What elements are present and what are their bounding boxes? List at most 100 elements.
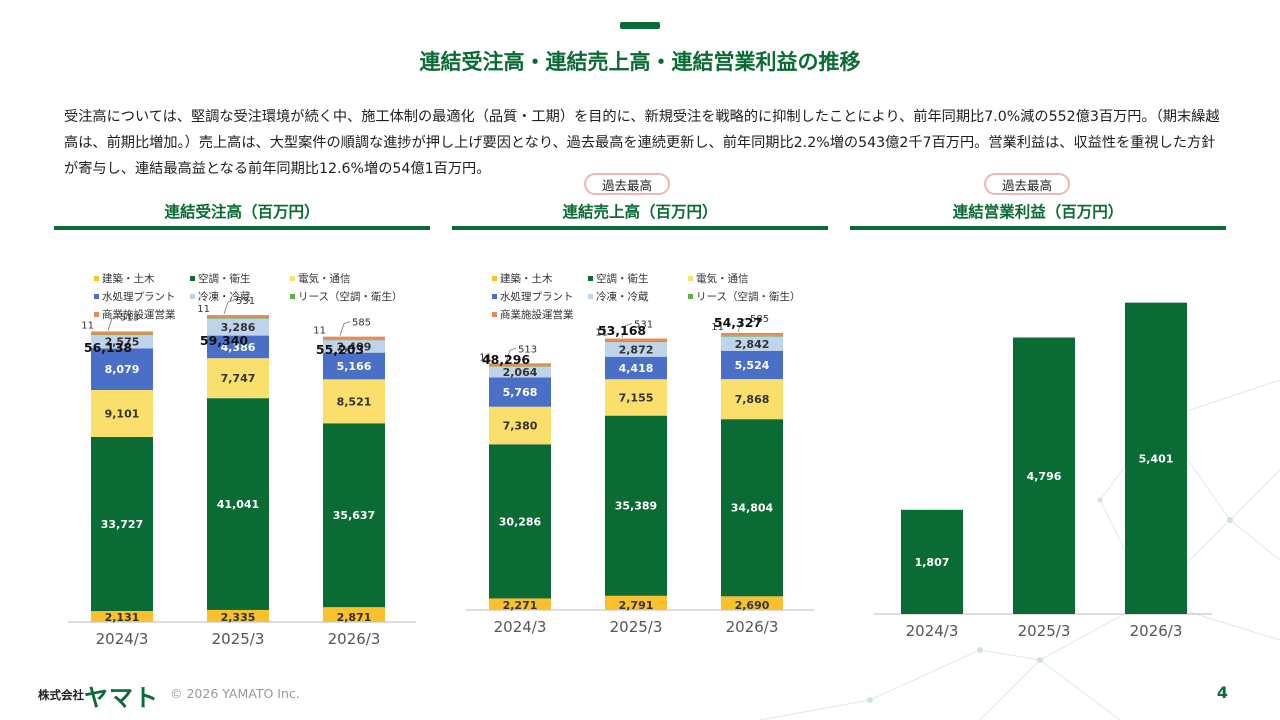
sales-legend-label: 冷凍・冷蔵 <box>596 290 649 303</box>
orders-legend-swatch <box>94 276 99 281</box>
sales-bar-segment <box>605 338 667 342</box>
orders-legend-swatch <box>290 294 295 299</box>
sales-legend-swatch <box>492 312 497 317</box>
sales-bar-segment <box>605 341 667 343</box>
orders-segment-label: 5,166 <box>337 360 372 373</box>
sales-bar-segment <box>489 598 551 610</box>
sales-segment-label: 7,868 <box>735 393 770 406</box>
title-accent-bar <box>620 22 660 29</box>
orders-commercial-label: 531 <box>236 296 255 307</box>
orders-bar-segment <box>91 348 153 391</box>
sales-category-label: 2024/3 <box>494 618 547 636</box>
sales-segment-label: 2,791 <box>619 599 654 612</box>
sales-bar-segment <box>721 350 783 380</box>
orders-segment-label: 2,409 <box>337 340 372 353</box>
orders-leader-line <box>107 316 119 331</box>
orders-segment-label: 8,079 <box>105 363 140 376</box>
orders-total-label: 59,340 <box>200 333 249 348</box>
orders-bar-segment <box>91 390 153 437</box>
orders-bar-segment <box>91 335 153 349</box>
orders-bar-segment <box>323 339 385 341</box>
sales-bar-segment <box>721 335 783 337</box>
orders-legend-swatch <box>290 276 295 281</box>
sales-total-label: 54,327 <box>714 315 762 330</box>
sales-lease-label: 11 <box>711 322 724 333</box>
orders-segment-label: 2,575 <box>105 336 140 349</box>
orders-bar-segment <box>207 318 269 319</box>
sales-chart-title: 連結売上高（百万円） <box>562 203 718 221</box>
sales-segment-label: 5,524 <box>735 359 770 372</box>
sales-leader-line <box>505 347 517 363</box>
orders-bar-segment <box>323 379 385 424</box>
sales-segment-label: 2,271 <box>503 599 538 612</box>
sales-bar-segment <box>605 595 667 610</box>
sales-record-badge: 過去最高 <box>584 173 670 195</box>
sales-bar-segment <box>721 419 783 597</box>
sales-bar-segment <box>489 406 551 445</box>
sales-legend-swatch <box>588 276 593 281</box>
profit-bar <box>1125 302 1187 614</box>
sales-legend-swatch <box>492 276 497 281</box>
orders-lease-label: 11 <box>197 304 210 315</box>
sales-legend-label: リース（空調・衛生） <box>696 290 800 303</box>
orders-legend-label: リース（空調・衛生） <box>298 290 402 303</box>
orders-bar-segment <box>91 436 153 612</box>
orders-legend-label: 冷凍・冷蔵 <box>198 290 251 303</box>
logo-wordmark: ヤマト <box>84 684 159 712</box>
sales-total-label: 53,168 <box>598 323 646 338</box>
sales-segment-label: 2,872 <box>619 343 654 356</box>
sales-segment-label: 35,389 <box>615 500 657 513</box>
orders-chart-title: 連結受注高（百万円） <box>164 203 320 221</box>
orders-legend-swatch <box>94 312 99 317</box>
orders-segment-label: 4,386 <box>221 341 256 354</box>
orders-lease-label: 11 <box>81 320 94 331</box>
orders-bar-segment <box>207 315 269 319</box>
sales-legend-swatch <box>492 294 497 299</box>
sales-bar-segment <box>489 366 551 378</box>
orders-legend-swatch <box>94 294 99 299</box>
sales-bar-segment <box>721 379 783 420</box>
sales-segment-label: 5,768 <box>503 386 538 399</box>
profit-title-rule <box>850 226 1226 230</box>
sales-legend-swatch <box>688 294 693 299</box>
sales-total-label: 48,296 <box>482 352 531 367</box>
profit-chart-title: 連結営業利益（百万円） <box>952 203 1124 221</box>
orders-segment-label: 2,335 <box>221 611 256 624</box>
sales-legend-label: 建築・土木 <box>500 272 553 285</box>
slide-title: 連結受注高・連結売上高・連結営業利益の推移 <box>419 50 861 74</box>
orders-bar-segment <box>207 335 269 359</box>
sales-bar-segment <box>605 379 667 416</box>
sales-commercial-label: 513 <box>518 344 537 355</box>
sales-lease-label: 11 <box>595 328 608 339</box>
sales-segment-label: 7,155 <box>619 391 654 404</box>
orders-segment-label: 2,871 <box>337 611 372 624</box>
sales-legend-label: 空調・衛生 <box>596 272 649 285</box>
orders-total-label: 56,138 <box>84 340 132 355</box>
orders-bar-segment <box>207 398 269 610</box>
sales-title-rule <box>452 226 828 230</box>
orders-legend-label: 空調・衛生 <box>198 272 251 285</box>
orders-bar-segment <box>323 352 385 380</box>
sales-bar-segment <box>489 366 551 367</box>
orders-bar-segment <box>207 358 269 399</box>
profit-bar <box>1013 337 1075 614</box>
sales-bar-segment <box>721 336 783 351</box>
orders-segment-label: 41,041 <box>217 498 259 511</box>
orders-category-label: 2024/3 <box>96 630 149 648</box>
profit-category-label: 2025/3 <box>1018 622 1071 640</box>
description-text: 受注高については、堅調な受注環境が続く中、施工体制の最適化（品質・工期）を目的に… <box>64 109 1220 177</box>
sales-legend-label: 水処理プラント <box>500 290 574 303</box>
orders-leader-line <box>223 299 235 315</box>
copyright-text: © 2026 YAMATO Inc. <box>170 686 300 701</box>
profit-category-label: 2024/3 <box>906 622 959 640</box>
profit-bar-label: 1,807 <box>915 556 950 569</box>
orders-commercial-label: 513 <box>120 312 139 323</box>
orders-segment-label: 3,286 <box>221 321 256 334</box>
orders-bar-segment <box>323 336 385 340</box>
sales-segment-label: 7,380 <box>503 420 538 433</box>
sales-segment-label: 2,842 <box>735 338 770 351</box>
sales-lease-label: 11 <box>479 352 492 363</box>
orders-category-label: 2026/3 <box>328 630 381 648</box>
sales-legend-swatch <box>688 276 693 281</box>
